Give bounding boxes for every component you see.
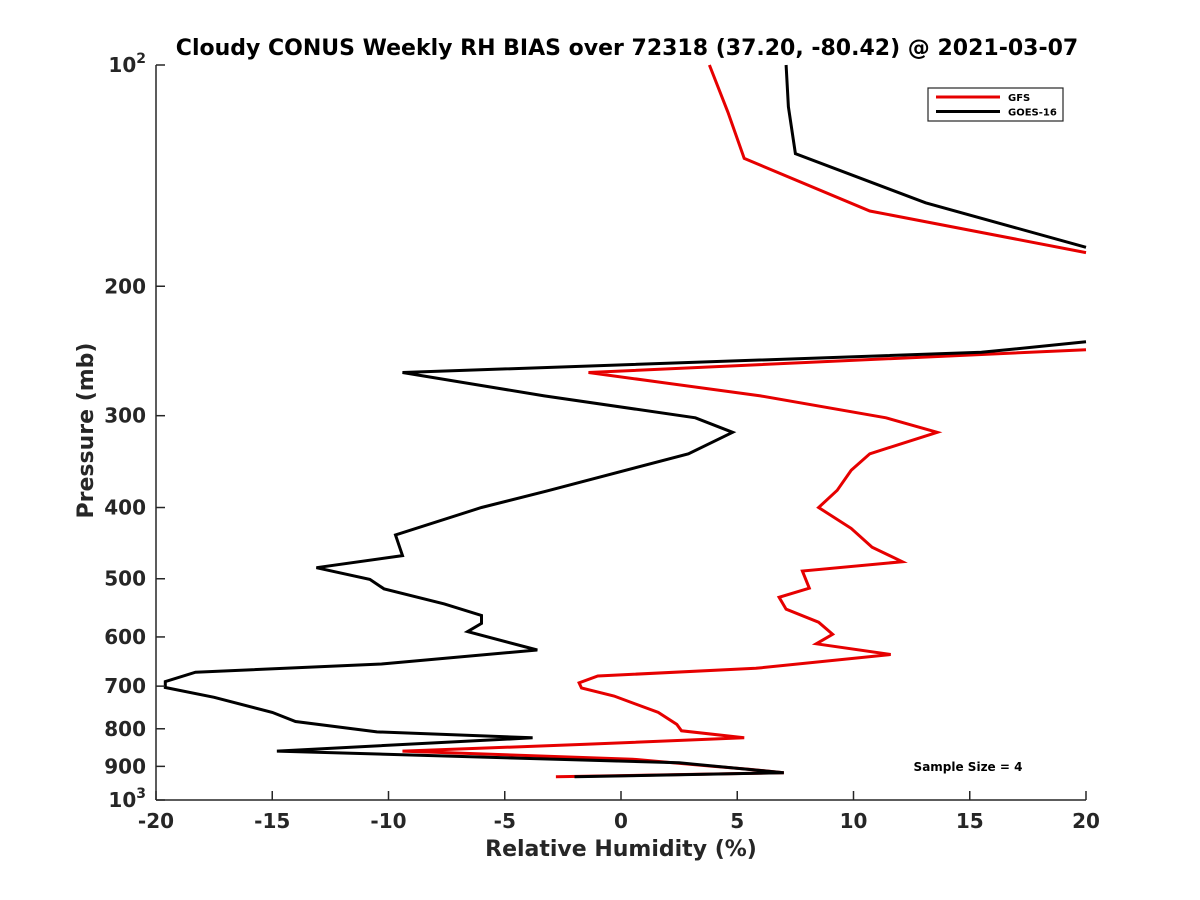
x-tick-label: 0 bbox=[614, 809, 628, 833]
y-tick-label: 600 bbox=[104, 625, 146, 649]
series-goes-16 bbox=[163, 64, 1087, 779]
series-line-goes-16-segment-2 bbox=[163, 340, 1087, 779]
x-tick-label: 10 bbox=[840, 809, 868, 833]
legend-box bbox=[927, 87, 1064, 122]
legend-label-goes-16: GOES-16 bbox=[1008, 108, 1057, 119]
series-line-gfs-segment-1 bbox=[708, 64, 1087, 255]
chart-title: Cloudy CONUS Weekly RH BIAS over 72318 (… bbox=[176, 36, 1078, 61]
y-tick-label: 800 bbox=[104, 717, 146, 741]
y-tick-label: 103 bbox=[108, 786, 146, 812]
y-tick-label: 400 bbox=[104, 496, 146, 520]
x-tick-label: -15 bbox=[254, 809, 290, 833]
series-line-gfs-segment-2 bbox=[402, 348, 1087, 779]
series-gfs bbox=[402, 64, 1087, 779]
x-axis-label: Relative Humidity (%) bbox=[485, 837, 757, 862]
y-axis-label: Pressure (mb) bbox=[74, 343, 99, 519]
sample-size-annotation: Sample Size = 4 bbox=[914, 760, 1023, 774]
y-tick-label: 700 bbox=[104, 674, 146, 698]
series-line-goes-16-segment-1 bbox=[784, 64, 1087, 249]
y-tick-label: 500 bbox=[104, 567, 146, 591]
x-tick-label: 5 bbox=[730, 809, 744, 833]
y-tick-label: 300 bbox=[104, 404, 146, 428]
x-tick-label: -5 bbox=[494, 809, 516, 833]
legend-label-gfs: GFS bbox=[1008, 93, 1030, 104]
y-tick-label: 900 bbox=[104, 754, 146, 778]
x-tick-label: -10 bbox=[370, 809, 406, 833]
x-tick-label: 15 bbox=[956, 809, 984, 833]
x-tick-label: 20 bbox=[1072, 809, 1100, 833]
x-tick-label: -20 bbox=[138, 809, 174, 833]
y-tick-label: 102 bbox=[108, 51, 146, 77]
y-tick-label: 200 bbox=[104, 274, 146, 298]
